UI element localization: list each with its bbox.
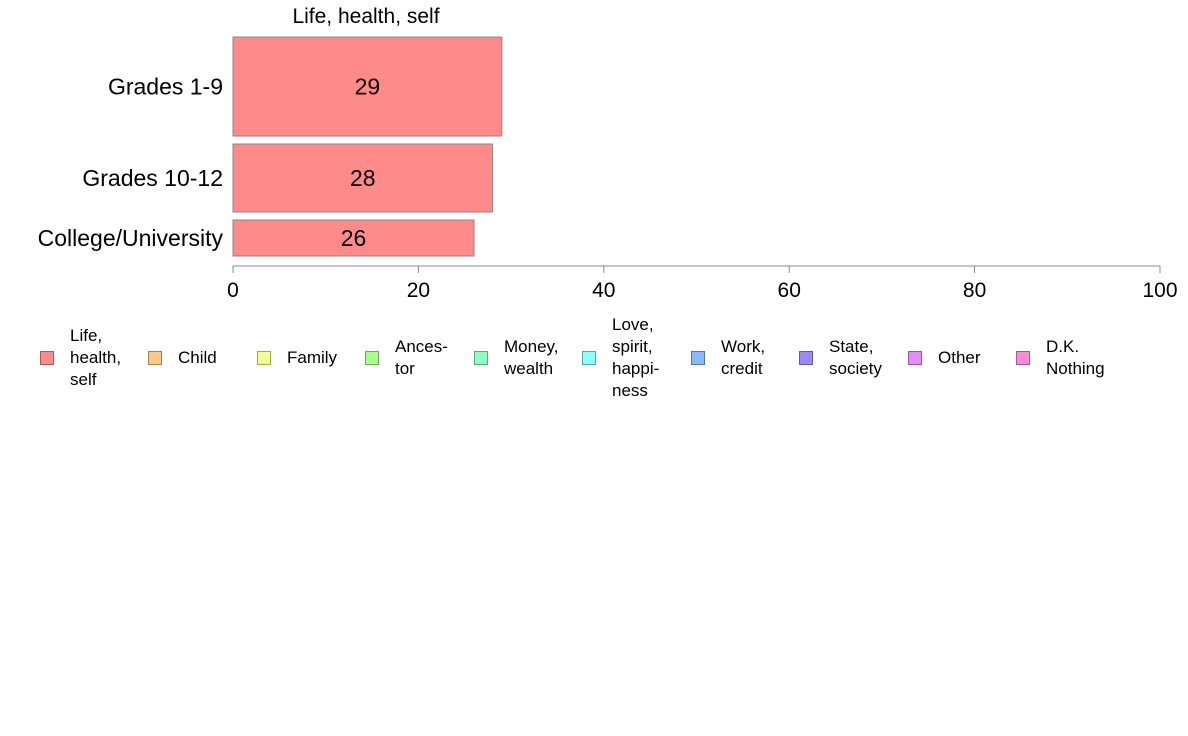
category-label: Grades 1-9	[108, 74, 223, 100]
legend-label: Money, wealth	[504, 337, 559, 378]
legend-item: State, society	[799, 316, 882, 400]
legend-label: Love, spirit, happi- ness	[612, 315, 660, 400]
bar	[232, 143, 494, 213]
legend-label: Family	[287, 348, 338, 367]
bar	[232, 36, 503, 137]
x-tick-label: 0	[227, 279, 239, 300]
legend-item: Money, wealth	[474, 316, 559, 400]
legend-label: Work, credit	[721, 337, 766, 378]
legend-swatch	[799, 351, 813, 365]
legend-swatch	[582, 351, 596, 365]
legend-swatch	[474, 351, 488, 365]
bar-chart: Life, health, self 29 Grades 1-9 28 Grades …	[38, 5, 1178, 300]
legend-label: Life, health, self	[70, 326, 122, 389]
x-axis: 0 20 40 60 80 100	[227, 265, 1178, 300]
legend-label: D.K. Nothing	[1046, 337, 1105, 378]
legend-label: State, society	[829, 337, 882, 378]
x-tick-label: 60	[778, 279, 801, 300]
panel-title: Life, health, self	[292, 5, 439, 28]
x-tick-label: 100	[1142, 279, 1177, 300]
bar	[232, 219, 475, 257]
legend-label: Ances- tor	[395, 337, 448, 378]
legend: Life, health, self Child Family Ances- t…	[0, 315, 1188, 406]
legend-label: Other	[938, 348, 981, 367]
bar-data-label: 29	[355, 74, 381, 100]
legend-item: Child	[148, 316, 217, 400]
legend-label: Child	[178, 348, 217, 367]
bar-data-label: 26	[341, 225, 367, 251]
legend-swatch	[1016, 351, 1030, 365]
category-label: College/University	[38, 225, 224, 251]
x-tick-label: 40	[592, 279, 615, 300]
legend-swatch	[257, 351, 271, 365]
category-label: Grades 10-12	[82, 165, 223, 191]
legend-item: Ances- tor	[365, 316, 448, 400]
x-tick-label: 80	[963, 279, 986, 300]
legend-item: Other	[908, 316, 981, 400]
x-tick-label: 20	[407, 279, 430, 300]
legend-swatch	[691, 351, 705, 365]
legend-item: Life, health, self	[40, 316, 121, 400]
legend-swatch	[148, 351, 162, 365]
legend-item: D.K. Nothing	[1016, 316, 1105, 400]
legend-swatch	[365, 351, 379, 365]
legend-swatch	[40, 351, 54, 365]
legend-item: Work, credit	[691, 316, 765, 400]
bar-data-label: 28	[350, 165, 376, 191]
legend-item: Family	[257, 316, 337, 400]
legend-swatch	[908, 351, 922, 365]
legend-item: Love, spirit, happi- ness	[582, 315, 660, 400]
bars-group: 29 Grades 1-9 28 Grades 10-12 26 College/Univ…	[38, 36, 503, 257]
